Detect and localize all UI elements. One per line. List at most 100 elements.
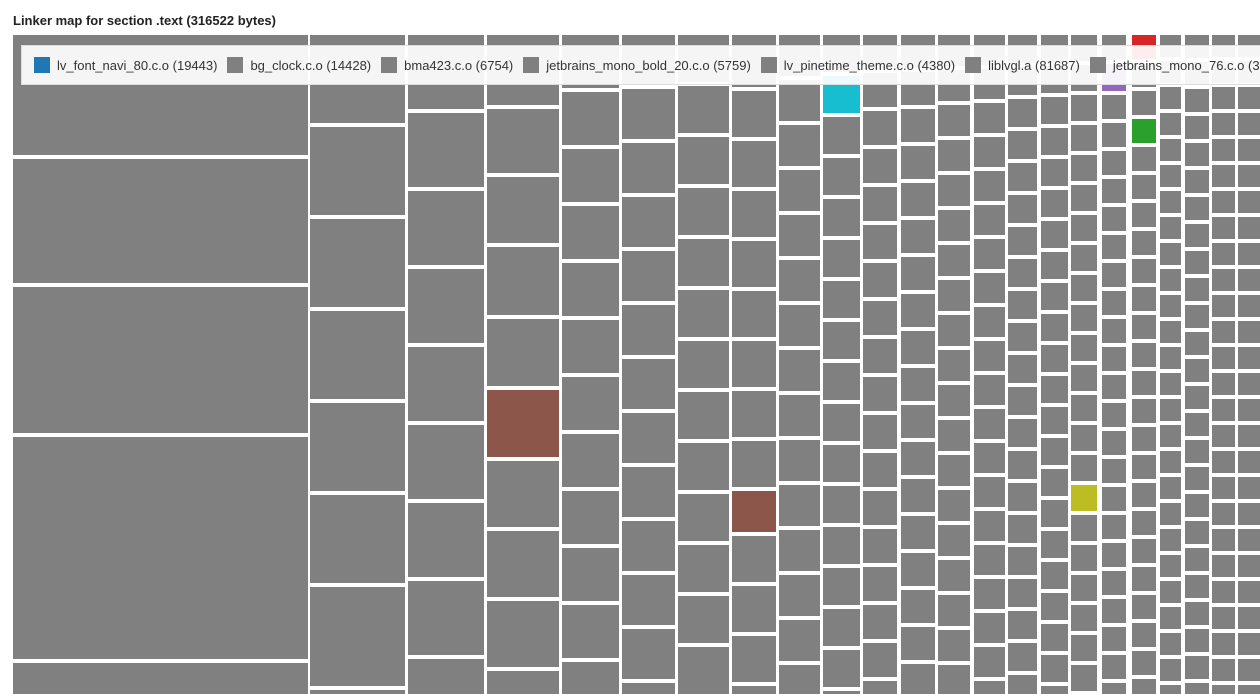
treemap-block[interactable] (823, 281, 860, 318)
treemap-block[interactable] (1102, 431, 1126, 455)
treemap-block[interactable] (1071, 365, 1097, 391)
treemap-block[interactable] (823, 117, 860, 154)
treemap-block[interactable] (1160, 165, 1181, 187)
treemap-block[interactable] (779, 530, 820, 571)
treemap-block[interactable] (1071, 95, 1097, 121)
treemap-block[interactable] (732, 636, 776, 682)
treemap-block[interactable] (310, 403, 405, 491)
treemap-block[interactable] (1160, 113, 1181, 135)
treemap-block[interactable] (622, 575, 675, 625)
treemap-block[interactable] (938, 665, 970, 694)
treemap-block[interactable] (863, 643, 897, 677)
treemap-block[interactable] (901, 368, 935, 401)
treemap-block[interactable] (1008, 547, 1037, 575)
treemap-block[interactable] (562, 434, 619, 487)
treemap-block[interactable] (1238, 685, 1260, 694)
treemap-block[interactable] (1041, 159, 1068, 186)
treemap-block[interactable] (1071, 575, 1097, 601)
treemap-block[interactable] (1102, 543, 1126, 567)
treemap-block[interactable] (1212, 477, 1235, 499)
treemap-block[interactable] (1132, 231, 1156, 255)
treemap-block[interactable] (779, 125, 820, 166)
treemap-block[interactable] (487, 671, 559, 694)
treemap-block[interactable] (1132, 483, 1156, 507)
treemap-block[interactable] (678, 86, 729, 133)
treemap-block[interactable] (901, 294, 935, 327)
treemap-block[interactable] (1238, 347, 1260, 369)
treemap-block[interactable] (732, 91, 776, 137)
treemap-block[interactable] (1160, 269, 1181, 291)
treemap-block[interactable] (1102, 347, 1126, 371)
treemap-block[interactable] (1185, 683, 1209, 694)
treemap-block[interactable] (1238, 399, 1260, 421)
treemap-block[interactable] (974, 273, 1005, 303)
treemap-block[interactable] (487, 390, 559, 457)
treemap-block[interactable] (1041, 190, 1068, 217)
treemap-block[interactable] (310, 127, 405, 215)
treemap-block[interactable] (678, 137, 729, 184)
treemap-block[interactable] (1238, 503, 1260, 525)
treemap-block[interactable] (1008, 579, 1037, 607)
treemap-block[interactable] (1185, 278, 1209, 301)
treemap-block[interactable] (562, 548, 619, 601)
treemap-block[interactable] (487, 531, 559, 597)
treemap-block[interactable] (1102, 515, 1126, 539)
treemap-block[interactable] (938, 525, 970, 556)
treemap-block[interactable] (863, 491, 897, 525)
treemap-block[interactable] (732, 391, 776, 437)
treemap-block[interactable] (1041, 221, 1068, 248)
treemap-block[interactable] (1212, 399, 1235, 421)
treemap-block[interactable] (408, 113, 484, 187)
treemap-block[interactable] (732, 441, 776, 487)
treemap-block[interactable] (732, 341, 776, 387)
treemap-block[interactable] (1041, 655, 1068, 682)
treemap-block[interactable] (13, 159, 308, 283)
treemap-block[interactable] (1185, 143, 1209, 166)
treemap-block[interactable] (1071, 605, 1097, 631)
treemap-block[interactable] (779, 665, 820, 694)
treemap-block[interactable] (901, 664, 935, 694)
treemap-block[interactable] (1071, 155, 1097, 181)
treemap-block[interactable] (1008, 451, 1037, 479)
treemap-block[interactable] (1008, 515, 1037, 543)
treemap-block[interactable] (1102, 179, 1126, 203)
treemap-block[interactable] (974, 477, 1005, 507)
treemap-block[interactable] (779, 215, 820, 256)
treemap-block[interactable] (1132, 371, 1156, 395)
treemap-block[interactable] (732, 586, 776, 632)
treemap-block[interactable] (1102, 207, 1126, 231)
treemap-block[interactable] (1132, 455, 1156, 479)
treemap-block[interactable] (1212, 555, 1235, 577)
treemap-block[interactable] (779, 305, 820, 346)
treemap-block[interactable] (1238, 555, 1260, 577)
treemap-block[interactable] (1160, 451, 1181, 473)
treemap-block[interactable] (1071, 545, 1097, 571)
treemap-block[interactable] (1041, 252, 1068, 279)
treemap-block[interactable] (1238, 295, 1260, 317)
treemap-block[interactable] (901, 257, 935, 290)
treemap-block[interactable] (974, 205, 1005, 235)
treemap-block[interactable] (863, 567, 897, 601)
treemap-block[interactable] (1238, 659, 1260, 681)
treemap-block[interactable] (974, 409, 1005, 439)
treemap-block[interactable] (1238, 165, 1260, 187)
treemap-block[interactable] (974, 613, 1005, 643)
treemap-block[interactable] (1160, 503, 1181, 525)
treemap-block[interactable] (1132, 203, 1156, 227)
treemap-block[interactable] (1041, 469, 1068, 496)
treemap-block[interactable] (1041, 376, 1068, 403)
treemap-block[interactable] (1041, 624, 1068, 651)
treemap-block[interactable] (1132, 175, 1156, 199)
treemap-block[interactable] (13, 287, 308, 433)
treemap-block[interactable] (1212, 321, 1235, 343)
treemap-block[interactable] (938, 385, 970, 416)
treemap-block[interactable] (901, 183, 935, 216)
treemap-block[interactable] (732, 686, 776, 694)
treemap-block[interactable] (1238, 425, 1260, 447)
treemap-block[interactable] (823, 199, 860, 236)
treemap-block[interactable] (1160, 217, 1181, 239)
treemap-block[interactable] (1238, 581, 1260, 603)
treemap-block[interactable] (1008, 675, 1037, 694)
treemap-block[interactable] (863, 681, 897, 694)
treemap-block[interactable] (622, 197, 675, 247)
